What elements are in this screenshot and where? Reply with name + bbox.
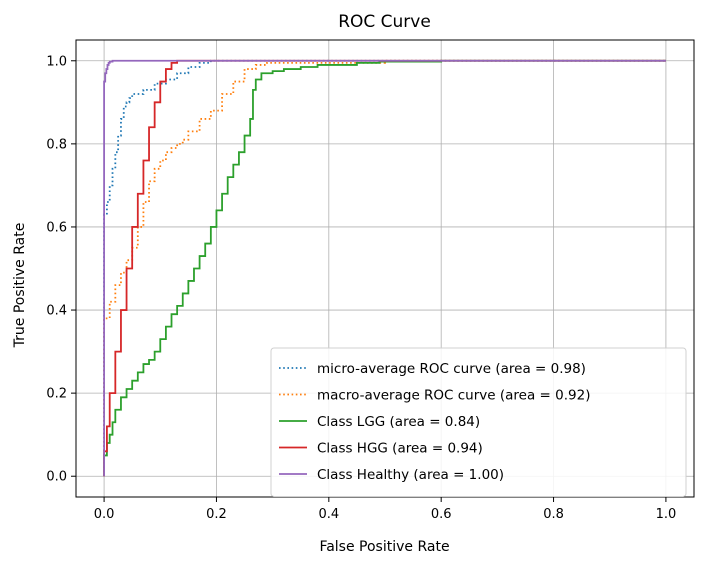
legend: micro-average ROC curve (area = 0.98) mac… bbox=[270, 347, 687, 497]
y-tick-label-3: 0.6 bbox=[46, 220, 67, 235]
x-tick-label-1: 0.2 bbox=[206, 507, 227, 522]
legend-label-0: micro-average ROC curve (area = 0.98) bbox=[317, 361, 586, 377]
x-tick-label-2: 0.4 bbox=[318, 507, 339, 522]
y-tick-label-0: 0.0 bbox=[46, 470, 67, 485]
series-line-4 bbox=[103, 59, 666, 477]
y-axis-ticks: 0.0 0.2 0.4 0.6 0.8 1.0 bbox=[46, 54, 76, 485]
grid-lines bbox=[76, 40, 694, 497]
series-line-2 bbox=[103, 59, 666, 477]
plot-series-group bbox=[103, 59, 666, 477]
legend-label-4: Class Healthy (area = 1.00) bbox=[317, 467, 504, 483]
legend-label-1: macro-average ROC curve (area = 0.92) bbox=[317, 388, 590, 404]
x-tick-label-3: 0.6 bbox=[431, 507, 452, 522]
chart-title: ROC Curve bbox=[338, 12, 431, 32]
y-tick-label-1: 0.2 bbox=[46, 387, 67, 402]
x-tick-label-0: 0.0 bbox=[94, 507, 115, 522]
y-axis-label: True Positive Rate bbox=[12, 223, 28, 349]
legend-label-3: Class HGG (area = 0.94) bbox=[317, 441, 483, 457]
y-tick-label-2: 0.4 bbox=[46, 304, 67, 319]
x-tick-label-5: 1.0 bbox=[656, 507, 677, 522]
series-line-3 bbox=[103, 59, 666, 477]
x-axis-ticks: 0.0 0.2 0.4 0.6 0.8 1.0 bbox=[94, 497, 677, 522]
legend-box bbox=[270, 347, 687, 497]
legend-label-2: Class LGG (area = 0.84) bbox=[317, 414, 480, 430]
y-tick-label-5: 1.0 bbox=[46, 54, 67, 69]
x-axis-label: False Positive Rate bbox=[319, 539, 449, 555]
x-tick-label-4: 0.8 bbox=[543, 507, 564, 522]
y-tick-label-4: 0.8 bbox=[46, 137, 67, 152]
